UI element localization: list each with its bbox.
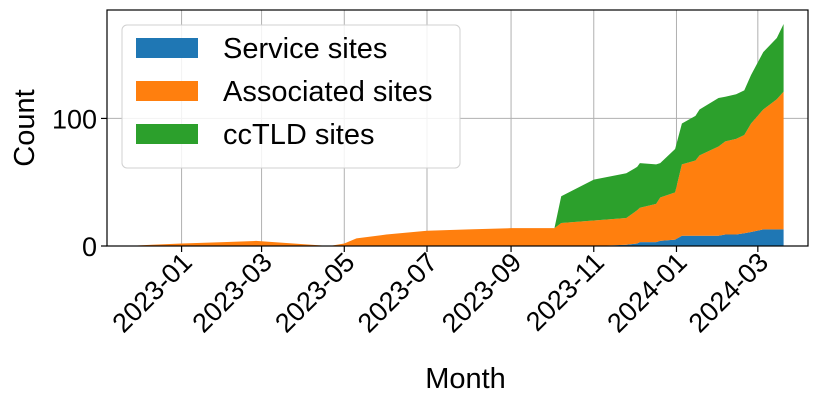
y-tick-label: 0 <box>82 232 97 262</box>
area-associated-sites <box>127 91 784 246</box>
area-service-sites <box>127 229 784 246</box>
x-tick-label: 2023-11 <box>520 247 610 337</box>
x-tick-label: 2024-03 <box>683 247 774 338</box>
x-tick-label: 2023-01 <box>107 247 198 338</box>
plot-frame <box>106 9 809 247</box>
legend-label-service-sites: Service sites <box>223 33 387 65</box>
x-tick-label: 2023-07 <box>352 247 443 338</box>
y-tick-label: 100 <box>52 104 97 134</box>
legend-box <box>121 24 461 169</box>
axis-ticks <box>101 117 759 252</box>
x-tick-label: 2023-03 <box>187 247 278 338</box>
area-series <box>127 24 784 247</box>
x-tick-label: 2024-01 <box>601 247 692 338</box>
legend-label-associated-sites: Associated sites <box>223 76 433 108</box>
legend-swatch-service-sites <box>136 38 198 58</box>
legend: Service sites Associated sites ccTLD sites <box>121 24 461 169</box>
x-tick-labels: 2023-012023-032023-052023-072023-092023-… <box>107 247 775 338</box>
area-cctld-sites <box>127 24 784 247</box>
x-tick-label: 2023-05 <box>269 247 360 338</box>
x-axis-label: Month <box>425 363 506 395</box>
y-axis-label: Count <box>9 89 41 166</box>
legend-label-cctld-sites: ccTLD sites <box>223 119 374 151</box>
legend-swatch-associated-sites <box>136 81 198 101</box>
legend-swatch-cctld-sites <box>136 124 198 144</box>
x-tick-label: 2023-09 <box>436 247 527 338</box>
y-tick-labels: 0 100 <box>52 104 97 262</box>
